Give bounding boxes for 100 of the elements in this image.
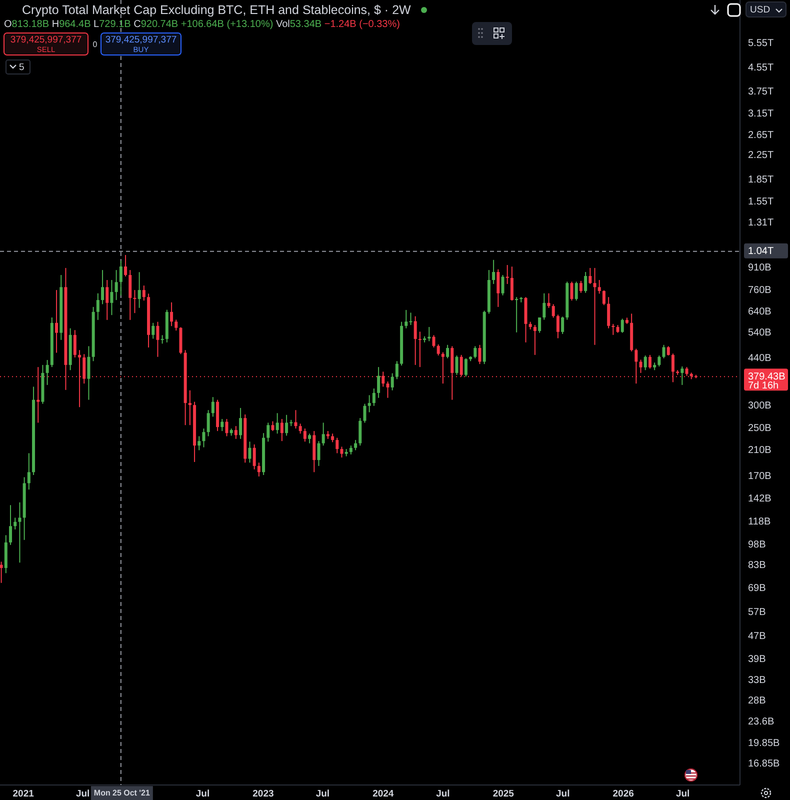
candlestick bbox=[211, 396, 214, 418]
text: O813.18B H964.4B L729.1B C920.74B +106.64B (+13.10%) bbox=[4, 19, 274, 30]
x-tick-label: 2023 bbox=[252, 788, 274, 800]
candlestick bbox=[639, 359, 642, 374]
x-tick-label: Jul bbox=[316, 788, 330, 800]
candlestick bbox=[96, 292, 100, 320]
candlestick bbox=[110, 280, 114, 316]
y-tick-label: 23.6B bbox=[748, 716, 774, 728]
candlestick bbox=[280, 418, 284, 442]
candlestick bbox=[496, 268, 500, 308]
y-tick-label: 1.85T bbox=[748, 174, 774, 186]
candlestick bbox=[464, 358, 468, 377]
y-tick-label: 142B bbox=[748, 493, 772, 504]
candlestick bbox=[133, 290, 136, 314]
candlestick bbox=[87, 346, 90, 400]
candlestick bbox=[174, 319, 178, 332]
candlestick bbox=[662, 344, 666, 359]
y-tick-label: 440B bbox=[748, 352, 772, 364]
x-tick-label: Jul bbox=[556, 788, 570, 800]
annotation: 379,425,997,377 bbox=[105, 34, 177, 46]
candlestick bbox=[428, 326, 431, 342]
candlestick bbox=[101, 270, 104, 305]
candlestick bbox=[225, 418, 228, 437]
text: USD bbox=[750, 4, 770, 16]
candlestick bbox=[436, 344, 440, 356]
candlestick bbox=[156, 321, 160, 358]
candlestick bbox=[404, 309, 408, 329]
candlestick bbox=[294, 410, 298, 430]
candlestick bbox=[14, 517, 17, 530]
candlestick bbox=[106, 280, 109, 320]
y-tick-label: 170B bbox=[748, 471, 772, 482]
candlestick bbox=[478, 344, 482, 365]
ref-line-label: 1.04T bbox=[748, 246, 774, 258]
y-tick-label: 98B bbox=[748, 540, 766, 551]
candlestick bbox=[607, 296, 610, 329]
y-tick-label: 57B bbox=[748, 606, 766, 618]
candlestick bbox=[372, 388, 376, 406]
candlestick bbox=[395, 360, 398, 380]
candlestick bbox=[142, 285, 146, 302]
annotation: 5 bbox=[19, 62, 24, 74]
candlestick bbox=[354, 439, 358, 451]
candlestick bbox=[46, 359, 49, 386]
candlestick bbox=[542, 292, 546, 320]
x-tick-label: 2024 bbox=[372, 788, 394, 800]
y-tick-label: 300B bbox=[748, 400, 772, 412]
y-tick-label: 210B bbox=[748, 444, 772, 456]
y-tick-label: 39B bbox=[748, 654, 766, 666]
candlestick bbox=[666, 346, 670, 356]
candlestick bbox=[285, 414, 288, 436]
candlestick bbox=[0, 561, 3, 584]
y-tick-label: 118B bbox=[748, 516, 771, 528]
candlestick bbox=[510, 266, 514, 302]
candlestick bbox=[552, 304, 555, 318]
x-tick-label: 2021 bbox=[12, 788, 35, 800]
x-tick-label: Jul bbox=[76, 788, 90, 800]
candlestick bbox=[584, 271, 588, 294]
candlestick bbox=[73, 330, 76, 358]
y-tick-label: 33B bbox=[748, 674, 766, 686]
y-tick-label: 69B bbox=[748, 583, 766, 594]
candlestick bbox=[644, 354, 647, 371]
candlestick bbox=[124, 254, 128, 277]
x-tick-label: Jul bbox=[196, 788, 210, 800]
candlestick bbox=[188, 390, 192, 426]
y-tick-label: 3.75T bbox=[748, 86, 774, 98]
candlestick bbox=[414, 316, 417, 366]
candlestick bbox=[303, 428, 306, 442]
candlestick bbox=[198, 436, 201, 451]
y-tick-label: 16.85B bbox=[748, 758, 780, 770]
candlestick bbox=[55, 290, 58, 354]
candlestick bbox=[506, 264, 509, 284]
candlestick bbox=[298, 423, 302, 434]
candlestick bbox=[322, 422, 325, 446]
candlestick bbox=[308, 433, 312, 444]
candlestick bbox=[128, 270, 132, 320]
candlestick bbox=[271, 420, 274, 432]
y-tick-label: 5.55T bbox=[748, 38, 774, 49]
candlestick bbox=[474, 346, 477, 359]
candlestick bbox=[501, 274, 504, 296]
candlestick bbox=[455, 354, 458, 376]
ref-line-label: 379.43B bbox=[748, 371, 786, 382]
candlestick bbox=[515, 296, 518, 333]
candlestick bbox=[266, 422, 270, 442]
y-tick-label: 1.55T bbox=[748, 196, 774, 208]
candlestick bbox=[574, 281, 578, 302]
candlestick bbox=[561, 316, 564, 334]
candlestick bbox=[390, 372, 394, 391]
candlestick bbox=[556, 314, 560, 339]
x-tick-label: 2026 bbox=[612, 788, 634, 800]
candlestick bbox=[386, 381, 390, 398]
annotation: 379,425,997,377 bbox=[10, 34, 82, 46]
candlestick bbox=[648, 354, 652, 370]
candlestick bbox=[138, 272, 141, 308]
candlestick bbox=[593, 267, 596, 346]
candlestick bbox=[119, 260, 122, 296]
candlestick bbox=[358, 418, 362, 446]
candlestick bbox=[620, 318, 624, 334]
ref-line-label: Mon 25 Oct '21 bbox=[94, 788, 152, 798]
y-tick-label: 760B bbox=[748, 284, 772, 296]
candlestick bbox=[18, 502, 22, 564]
candlestick bbox=[336, 437, 339, 454]
